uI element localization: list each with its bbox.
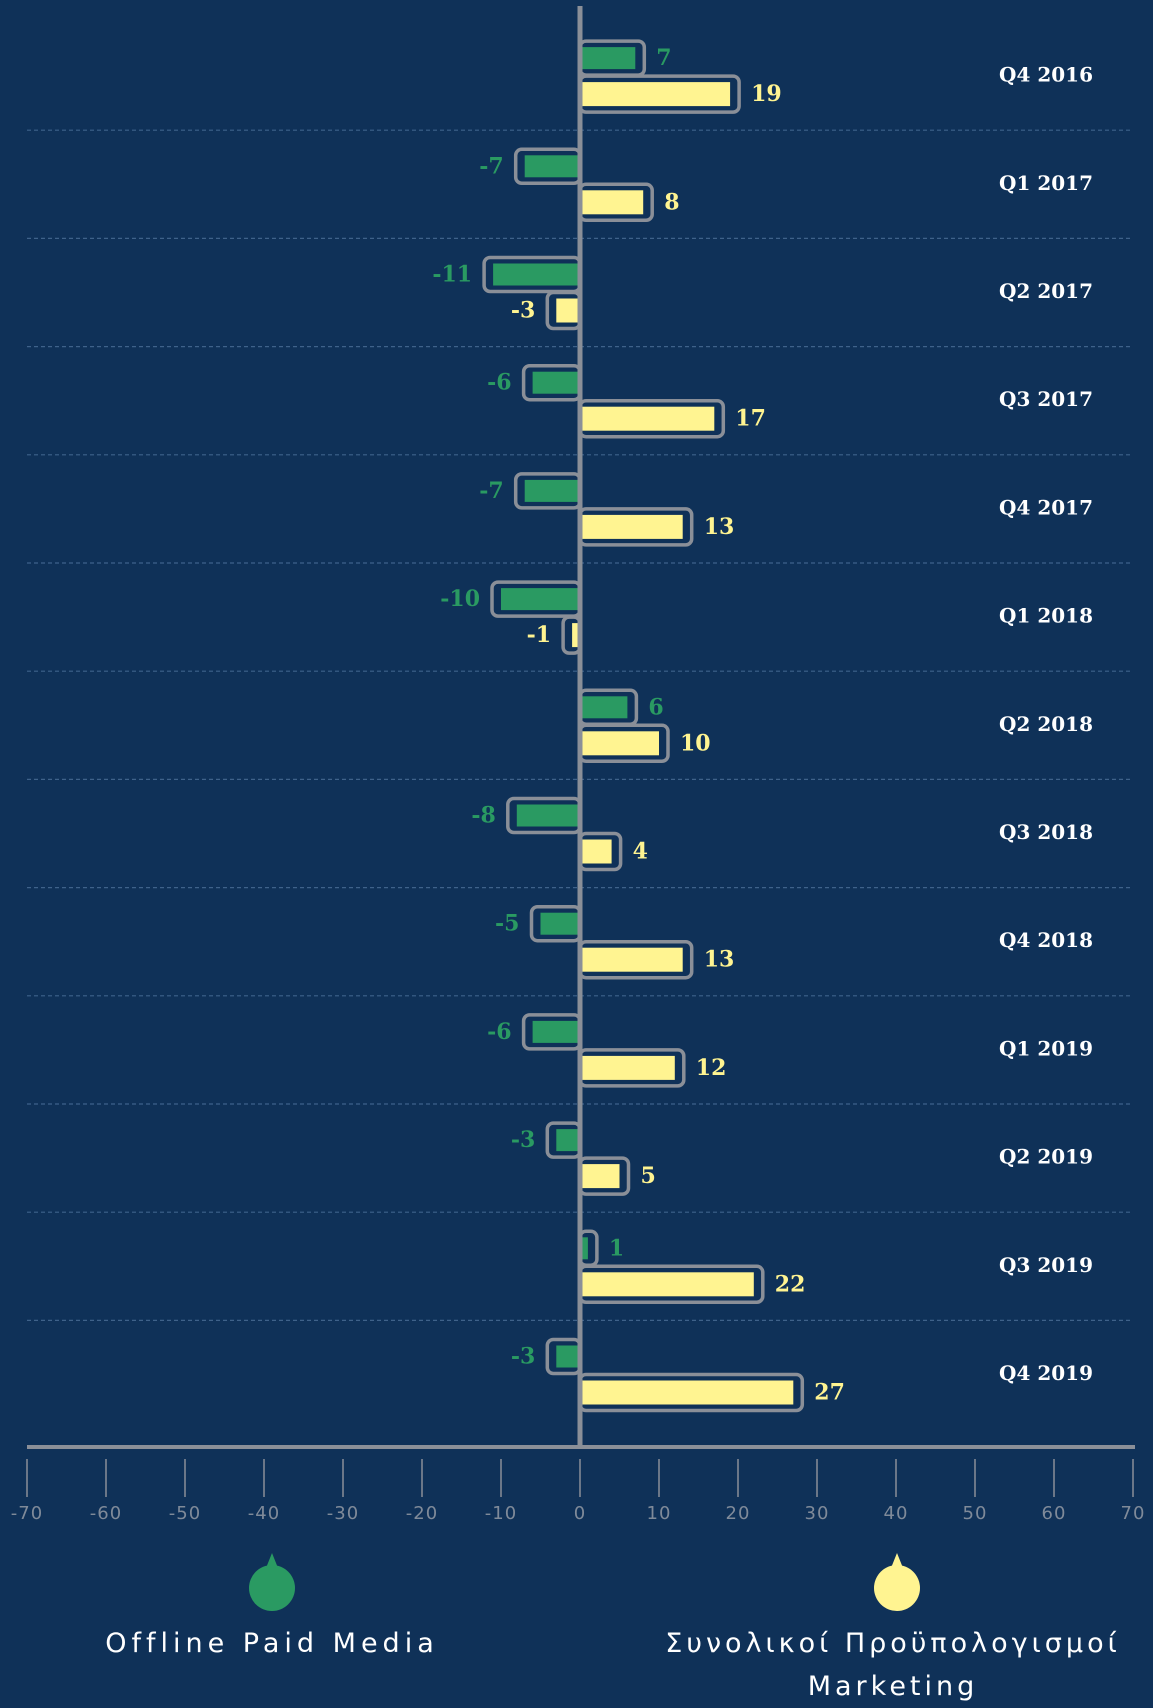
value-label: -1	[527, 622, 551, 648]
category-label: Q1 2019	[999, 1036, 1093, 1060]
category-label: Q4 2018	[999, 928, 1093, 952]
value-label: 13	[704, 514, 735, 540]
value-label: -10	[440, 586, 480, 612]
x-tick-label: -40	[248, 1503, 280, 1524]
value-label: 27	[814, 1380, 845, 1406]
bar	[556, 1345, 580, 1368]
bar	[580, 82, 731, 107]
category-label: Q2 2017	[999, 279, 1093, 303]
value-label: -6	[487, 1019, 511, 1045]
x-tick-label: 20	[726, 1503, 751, 1524]
x-tick-label: -60	[90, 1503, 122, 1524]
value-label: 12	[696, 1055, 727, 1081]
bar	[524, 155, 580, 178]
bar	[580, 1055, 675, 1080]
x-tick-label: 30	[805, 1503, 830, 1524]
bar	[540, 912, 580, 935]
value-label: -3	[511, 1127, 535, 1153]
x-tick-label: -10	[485, 1503, 517, 1524]
value-label: 17	[735, 406, 766, 432]
bar	[580, 406, 715, 431]
category-label: Q1 2018	[999, 604, 1093, 628]
bar	[493, 263, 580, 286]
value-label: 22	[775, 1271, 806, 1297]
value-label: -7	[479, 478, 503, 504]
x-tick-label: 60	[1042, 1503, 1067, 1524]
value-label: -11	[432, 262, 472, 288]
bar	[532, 1020, 580, 1043]
x-tick-label: -20	[406, 1503, 438, 1524]
bar	[532, 371, 580, 394]
bar	[580, 731, 659, 756]
value-label: 4	[633, 839, 648, 865]
x-tick-label: 50	[963, 1503, 988, 1524]
category-label: Q4 2019	[999, 1361, 1093, 1385]
bar	[556, 1129, 580, 1152]
value-label: 6	[648, 694, 663, 720]
legend-marker	[874, 1565, 920, 1611]
category-label: Q3 2018	[999, 820, 1093, 844]
bar	[524, 479, 580, 502]
bar	[580, 696, 628, 719]
x-tick-label: 10	[647, 1503, 672, 1524]
value-label: -3	[511, 298, 535, 324]
value-label: -3	[511, 1344, 535, 1370]
legend-marker	[266, 1553, 278, 1568]
bar	[580, 947, 683, 972]
x-tick-label: 0	[574, 1503, 586, 1524]
category-label: Q3 2019	[999, 1253, 1093, 1277]
legend-label: Συνολικοί Προϋπολογισμοί Marketing	[665, 1628, 1121, 1702]
value-label: -8	[471, 803, 495, 829]
bar	[580, 47, 636, 70]
legend-marker	[891, 1553, 903, 1568]
value-label: 1	[609, 1235, 624, 1261]
bar	[580, 1380, 794, 1405]
value-label: 10	[680, 730, 711, 756]
value-label: 5	[641, 1163, 656, 1189]
value-label: 19	[751, 81, 782, 107]
bar	[556, 298, 580, 323]
value-label: 13	[704, 947, 735, 973]
bar	[580, 1164, 620, 1189]
x-tick-label: 40	[884, 1503, 909, 1524]
bar	[572, 623, 580, 648]
bar	[580, 514, 683, 539]
bar	[580, 190, 644, 215]
value-label: -7	[479, 153, 503, 179]
bar	[580, 839, 612, 864]
bar	[580, 1272, 754, 1297]
x-tick-label: -30	[327, 1503, 359, 1524]
category-label: Q1 2017	[999, 171, 1093, 195]
value-label: -6	[487, 370, 511, 396]
bar	[501, 588, 580, 611]
value-label: 8	[664, 189, 679, 215]
category-label: Q2 2019	[999, 1145, 1093, 1169]
legend-marker	[249, 1565, 295, 1611]
x-tick-label: -50	[169, 1503, 201, 1524]
value-label: 7	[656, 45, 671, 71]
bar	[516, 804, 580, 827]
category-label: Q2 2018	[999, 712, 1093, 736]
category-label: Q4 2017	[999, 495, 1093, 519]
value-label: -5	[495, 911, 519, 937]
category-label: Q4 2016	[999, 63, 1093, 87]
legend-label: Offline Paid Media	[105, 1628, 439, 1659]
bar	[580, 1237, 588, 1260]
x-tick-label: 70	[1121, 1503, 1146, 1524]
x-tick-label: -70	[11, 1503, 43, 1524]
category-label: Q3 2017	[999, 387, 1093, 411]
